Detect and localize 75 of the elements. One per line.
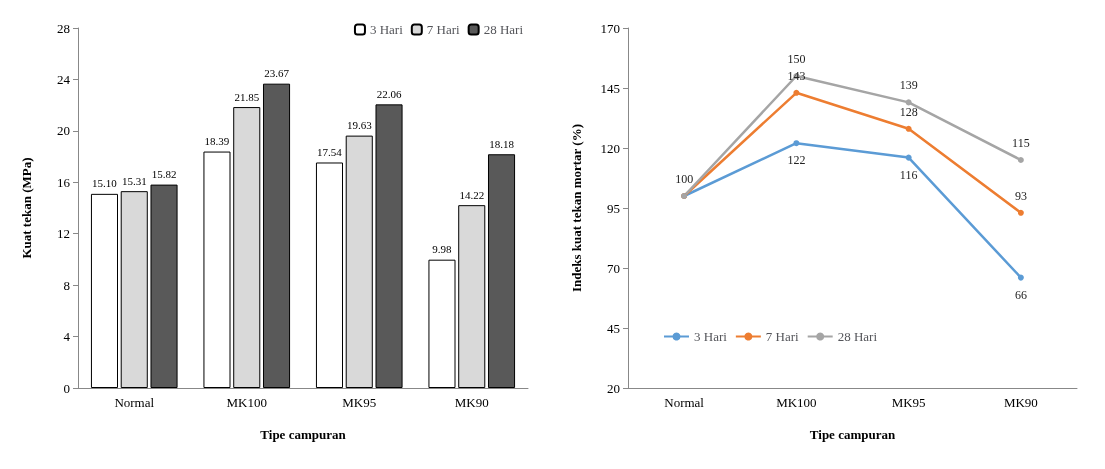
bar — [203, 151, 231, 388]
y-tick-label: 8 — [63, 277, 70, 293]
bar — [428, 259, 456, 388]
y-tick-label: 12 — [57, 226, 70, 242]
y-axis-title: Indeks kuat tekan mortar (%) — [569, 123, 584, 293]
bar — [375, 104, 403, 388]
x-tick-label: MK100 — [776, 395, 817, 410]
legend-label: 3 Hari — [369, 22, 404, 37]
bar — [233, 107, 261, 388]
y-tick-label: 16 — [57, 174, 71, 190]
x-tick-label: MK95 — [342, 395, 377, 410]
data-label: 15.31 — [121, 174, 147, 187]
data-label: 100 — [675, 172, 694, 186]
data-label: 14.22 — [459, 188, 485, 201]
point — [1017, 274, 1024, 281]
bar — [150, 184, 178, 388]
bar — [315, 162, 344, 388]
data-label: 143 — [787, 68, 806, 83]
x-tick-label: MK90 — [454, 395, 489, 410]
bar — [120, 191, 148, 388]
data-label: 22.06 — [376, 87, 402, 100]
data-label: 18.18 — [489, 137, 515, 150]
data-label: 15.82 — [151, 168, 177, 181]
point — [793, 140, 800, 147]
y-tick-label: 45 — [607, 320, 620, 336]
legend-label: 28 Hari — [483, 22, 524, 37]
bar — [262, 83, 291, 388]
point — [905, 125, 912, 132]
data-label: 17.54 — [317, 145, 343, 158]
data-label: 115 — [1012, 136, 1030, 150]
data-label: 128 — [899, 104, 918, 119]
y-tick-label: 95 — [607, 200, 620, 216]
y-tick-label: 170 — [600, 20, 620, 36]
bar — [458, 205, 486, 388]
legend-label: 7 Hari — [765, 329, 800, 344]
data-label: 21.85 — [234, 90, 260, 103]
legend-label: 3 Hari — [694, 329, 728, 344]
data-label: 23.67 — [264, 67, 290, 80]
x-tick-label: MK95 — [891, 395, 926, 410]
x-tick-label: Normal — [664, 395, 705, 410]
legend-label: 28 Hari — [837, 329, 878, 344]
data-label: 116 — [899, 167, 918, 182]
y-tick-label: 20 — [607, 380, 620, 396]
data-label: 139 — [899, 78, 918, 93]
bar — [345, 135, 373, 388]
legend-label: 7 Hari — [426, 22, 461, 37]
point — [905, 99, 912, 106]
y-tick-label: 4 — [63, 329, 71, 345]
x-tick-label: MK100 — [226, 395, 267, 410]
data-label: 19.63 — [346, 119, 373, 132]
y-tick-label: 28 — [57, 20, 70, 36]
data-label: 150 — [787, 52, 806, 66]
x-axis-title: Tipe campuran — [260, 427, 347, 442]
x-axis-title: Tipe campuran — [809, 427, 896, 442]
y-tick-label: 145 — [600, 80, 620, 96]
x-tick-label: MK90 — [1003, 395, 1038, 410]
y-tick-label: 70 — [607, 260, 620, 276]
bar — [90, 193, 119, 388]
point — [1017, 209, 1024, 216]
data-label: 93 — [1014, 188, 1027, 203]
y-axis-title: Kuat tekan (MPa) — [19, 157, 34, 259]
data-label: 18.39 — [204, 135, 230, 148]
y-tick-label: 24 — [57, 71, 71, 87]
point — [905, 154, 912, 161]
bar — [487, 154, 516, 388]
y-tick-label: 20 — [57, 123, 70, 139]
data-label: 122 — [787, 153, 806, 168]
y-tick-label: 120 — [600, 140, 620, 156]
data-label: 15.10 — [92, 177, 118, 190]
point — [793, 89, 800, 96]
data-label: 9.98 — [432, 243, 453, 256]
x-tick-label: Normal — [114, 395, 155, 410]
y-tick-label: 0 — [63, 380, 70, 396]
data-label: 66 — [1014, 287, 1027, 302]
point — [1017, 157, 1024, 163]
